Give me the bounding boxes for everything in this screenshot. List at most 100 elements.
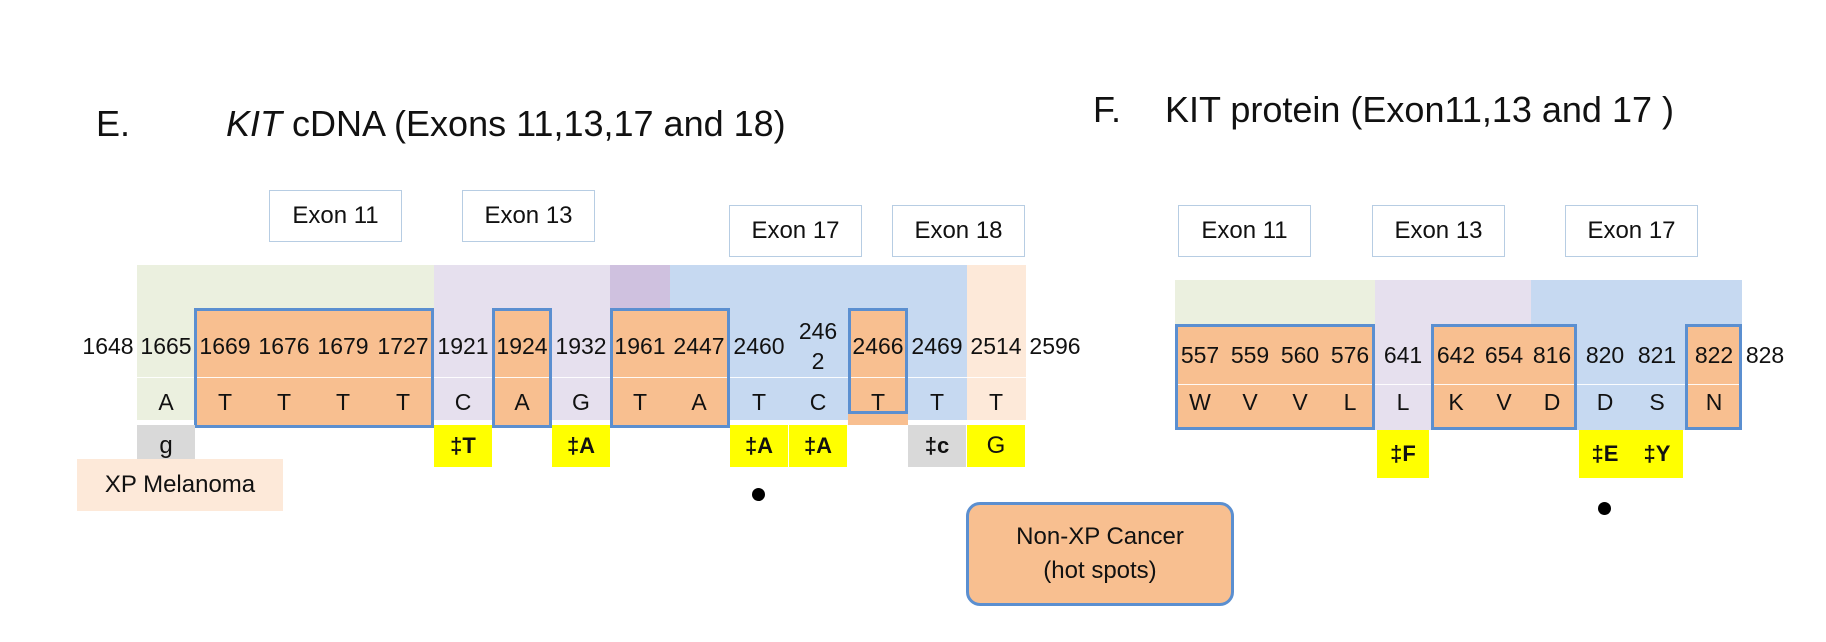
e-exon18-label: Exon 18 — [892, 205, 1025, 257]
e-hotspot-box-3 — [610, 308, 730, 428]
f-aminoacid: W — [1189, 389, 1211, 415]
f-aminoacid: V — [1292, 389, 1308, 415]
f-hotspot-fill-2 — [1431, 326, 1577, 428]
e-base: C — [454, 389, 472, 415]
e-position: 1961 — [614, 333, 666, 359]
panel-e-title: KIT cDNA (Exons 11,13,17 and 18) — [226, 104, 786, 144]
e-base: T — [276, 389, 292, 415]
f-mutation-yellow: ‡E — [1579, 430, 1631, 478]
e-exon18-region — [967, 265, 1026, 420]
f-position: 560 — [1280, 342, 1320, 368]
e-position: 2596 — [1029, 333, 1081, 359]
e-mutation-grey: ‡c — [908, 425, 966, 467]
e-mutation-yellow: ‡A — [730, 425, 788, 467]
legend-hotspot-box: Non-XP Cancer (hot spots) — [966, 502, 1234, 606]
e-base: T — [870, 389, 886, 415]
f-exon13-label: Exon 13 — [1372, 205, 1505, 257]
e-position: 1669 — [199, 333, 251, 359]
e-mutation-yellow: ‡A — [552, 425, 610, 467]
e-hotspot-box-1 — [194, 308, 434, 428]
e-base: T — [217, 389, 233, 415]
f-exon17-label: Exon 17 — [1565, 205, 1698, 257]
f-position: 654 — [1484, 342, 1524, 368]
e-mutation-yellow: ‡T — [434, 425, 492, 467]
e-position: 1679 — [317, 333, 369, 359]
e-base: T — [751, 389, 767, 415]
f-aminoacid: D — [1543, 389, 1561, 415]
panel-e-title-rest: cDNA (Exons 11,13,17 and 18) — [282, 103, 786, 144]
e-hotspot-fill-4 — [848, 310, 908, 425]
f-position: 641 — [1383, 342, 1423, 368]
e-mutation-yellow: ‡A — [789, 425, 847, 467]
e-position: 2460 — [733, 333, 785, 359]
e-position: 2 — [811, 348, 825, 374]
f-aminoacid: V — [1242, 389, 1258, 415]
e-position: 2469 — [911, 333, 963, 359]
f-hotspot-fill-1 — [1175, 326, 1375, 428]
f-aminoacid: D — [1596, 389, 1614, 415]
e-exon11-label: Exon 11 — [269, 190, 402, 242]
f-position: 822 — [1694, 342, 1734, 368]
e-position: 1924 — [496, 333, 548, 359]
e-hotspot-box-2 — [492, 308, 552, 428]
e-mutation-yellow: G — [967, 425, 1025, 467]
e-position: 1648 — [82, 333, 134, 359]
f-mutation-yellow: ‡F — [1377, 430, 1429, 478]
e-position: 1665 — [140, 333, 192, 359]
panel-f-letter: F. — [1093, 89, 1122, 130]
e-hotspot-fill-1 — [194, 310, 434, 425]
f-aminoacid: L — [1343, 389, 1357, 415]
f-hotspot-fill-3 — [1685, 326, 1742, 428]
e-position: 1921 — [437, 333, 489, 359]
e-position: 2466 — [852, 333, 904, 359]
f-aminoacid: V — [1496, 389, 1512, 415]
e-hotspot-fill-3 — [610, 310, 730, 425]
legend-line-2: (hot spots) — [1043, 557, 1157, 584]
f-aminoacid: N — [1705, 389, 1723, 415]
f-position: 828 — [1745, 342, 1785, 368]
e-position: 1932 — [555, 333, 607, 359]
f-position: 557 — [1180, 342, 1220, 368]
e-position: 246 — [798, 318, 838, 344]
e-position: 2447 — [673, 333, 725, 359]
e-base: C — [809, 389, 827, 415]
f-position: 821 — [1637, 342, 1677, 368]
e-base: A — [514, 389, 530, 415]
f-position: 642 — [1436, 342, 1476, 368]
legend-line-1: Non-XP Cancer — [1016, 523, 1184, 550]
e-hotspot-fill-2 — [492, 310, 552, 425]
e-base: T — [632, 389, 648, 415]
f-hotspot-box-1 — [1175, 324, 1375, 430]
f-mutation-yellow: ‡Y — [1631, 430, 1683, 478]
e-position: 2514 — [970, 333, 1022, 359]
f-row-divider — [1175, 384, 1742, 385]
e-exon13-label: Exon 13 — [462, 190, 595, 242]
f-position: 559 — [1230, 342, 1270, 368]
f-hotspot-box-3 — [1685, 324, 1742, 430]
xp-melanoma-label: XP Melanoma — [77, 459, 283, 511]
e-base: T — [988, 389, 1004, 415]
panel-e-title-gene: KIT — [226, 103, 283, 144]
f-position: 816 — [1532, 342, 1572, 368]
f-aminoacid: K — [1448, 389, 1464, 415]
e-marker-dot — [752, 488, 765, 501]
f-hotspot-box-2 — [1431, 324, 1577, 430]
f-exon11-label: Exon 11 — [1178, 205, 1311, 257]
e-base: T — [335, 389, 351, 415]
f-position: 820 — [1585, 342, 1625, 368]
e-position: 1676 — [258, 333, 310, 359]
e-base: T — [395, 389, 411, 415]
e-base: A — [691, 389, 707, 415]
e-hotspot-box-4 — [848, 308, 908, 414]
panel-f-title: KIT protein (Exon11,13 and 17 ) — [1165, 89, 1674, 130]
e-base: A — [158, 389, 174, 415]
panel-e-letter: E. — [96, 103, 131, 144]
e-base: T — [929, 389, 945, 415]
e-row-divider — [137, 377, 1026, 378]
f-aminoacid: L — [1396, 389, 1410, 415]
f-aminoacid: S — [1649, 389, 1665, 415]
e-base: G — [572, 389, 590, 415]
f-position: 576 — [1330, 342, 1370, 368]
e-exon17-label: Exon 17 — [729, 205, 862, 257]
f-marker-dot — [1598, 502, 1611, 515]
